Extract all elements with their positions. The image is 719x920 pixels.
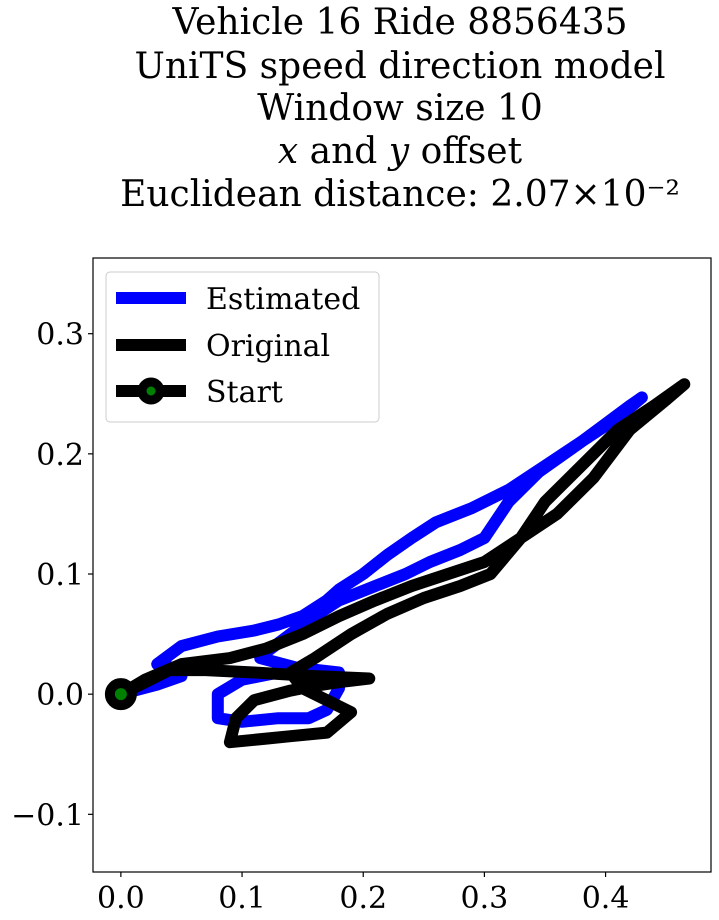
legend-label-original: Original bbox=[206, 329, 330, 364]
x-tick-label: 0.3 bbox=[461, 881, 509, 916]
y-tick-label: 0.0 bbox=[36, 678, 84, 713]
series-layer bbox=[104, 378, 691, 749]
axes: 0.0 0.1 0.2 0.3 0.4 −0.1 0.0 0.1 0.2 0.3 bbox=[11, 257, 712, 916]
start-point-marker bbox=[104, 678, 137, 711]
y-tick-label: −0.1 bbox=[11, 798, 84, 833]
x-tick-label: 0.4 bbox=[582, 881, 630, 916]
title-line-5: Euclidean distance: 2.07×10⁻² bbox=[120, 174, 680, 215]
y-tick-label: 0.2 bbox=[36, 438, 84, 473]
x-tick-label: 0.2 bbox=[339, 881, 387, 916]
y-tick-label: 0.3 bbox=[36, 318, 84, 353]
legend-label-estimated: Estimated bbox=[206, 282, 360, 317]
series-line-estimated bbox=[114, 391, 648, 728]
title-line-1: Vehicle 16 Ride 8856435 bbox=[171, 2, 627, 43]
x-tick-label: 0.0 bbox=[97, 881, 145, 916]
legend-box bbox=[105, 271, 380, 423]
series-line-original bbox=[114, 378, 691, 749]
title-line-4: x and y offset bbox=[278, 131, 523, 172]
x-tick-label: 0.1 bbox=[218, 881, 266, 916]
y-tick-label: 0.1 bbox=[36, 558, 84, 593]
title-line-2: UniTS speed direction model bbox=[135, 46, 666, 87]
plot-frame bbox=[92, 257, 712, 873]
legend-label-start: Start bbox=[206, 375, 283, 410]
legend: Estimated Original Start bbox=[105, 271, 380, 423]
legend-start-marker bbox=[137, 377, 165, 405]
title-line-3: Window size 10 bbox=[257, 88, 543, 129]
